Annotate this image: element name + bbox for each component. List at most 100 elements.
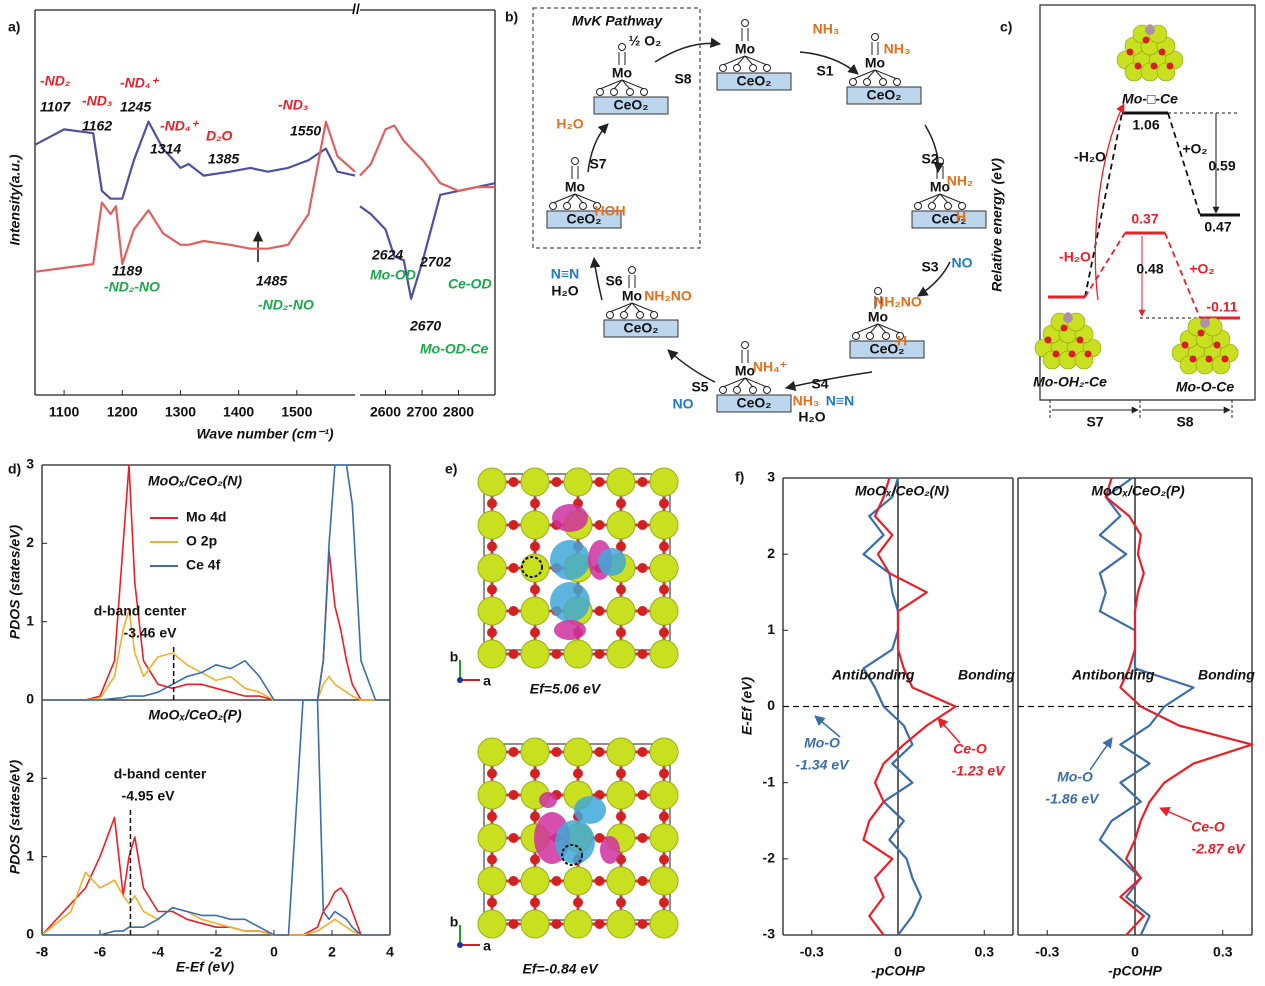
o-atom <box>637 919 648 929</box>
o-atom <box>1142 36 1150 44</box>
oxygen <box>852 332 860 340</box>
series-line <box>41 816 390 936</box>
vacancy-marker <box>561 844 583 866</box>
curved-arrow <box>1094 103 1125 301</box>
oxygen <box>749 64 757 72</box>
y-axis-label: PDOS (states/eV) <box>7 524 23 639</box>
annotation: 1107 <box>40 99 71 115</box>
bond <box>877 323 887 334</box>
slab-label: CeO₂ <box>736 395 771 411</box>
o-atom <box>530 897 540 908</box>
panel-label: f) <box>735 469 744 485</box>
bond <box>874 69 898 80</box>
oxygen <box>640 88 648 96</box>
oxygen <box>741 19 749 27</box>
oxygen <box>733 386 741 394</box>
oxygen <box>650 311 658 319</box>
ceo2-slab <box>593 96 669 115</box>
bond <box>939 193 949 204</box>
y-axis-label: Intensity(a.u.) <box>7 154 23 245</box>
o-atom <box>508 833 519 843</box>
o-atom <box>1060 324 1068 332</box>
annotation: 1314 <box>150 141 181 157</box>
species-label: H <box>897 333 907 349</box>
o-atom <box>1068 350 1076 358</box>
oxygen <box>596 88 604 96</box>
species-label: NH₃ <box>884 41 911 57</box>
panel-label: b) <box>505 9 518 25</box>
o-atom <box>659 854 669 865</box>
series-annotation: -1.86 eV <box>1046 791 1101 807</box>
y-tick-label: -3 <box>763 926 776 942</box>
series-annotation: -1.34 eV <box>796 757 851 773</box>
o-atom <box>1150 62 1158 70</box>
slab-label: CeO₂ <box>623 320 658 336</box>
species-label: H₂O <box>551 283 578 299</box>
bond <box>744 377 768 388</box>
annotation: Mo-OD-Ce <box>420 341 489 357</box>
ce-atom <box>649 553 679 583</box>
o-atom <box>1213 341 1221 349</box>
species-label: HOH <box>594 203 625 219</box>
o-atom <box>551 747 562 757</box>
oxygen <box>719 386 727 394</box>
x-tick-label: -2 <box>210 944 223 960</box>
oxygen <box>610 88 618 96</box>
series-line <box>34 120 356 200</box>
o-atom <box>1158 48 1166 56</box>
bond <box>877 323 901 334</box>
x-tick-label: 2600 <box>370 404 401 420</box>
annotation: -ND₂-NO <box>258 297 314 313</box>
annotation-arrow <box>1089 737 1113 771</box>
species-label: NH₃ <box>813 21 840 37</box>
o-atom <box>594 520 605 530</box>
x-tick-label: 1200 <box>107 404 138 420</box>
x-tick-label: -8 <box>36 944 49 960</box>
charge-density <box>574 796 606 824</box>
o-atom <box>1221 355 1229 363</box>
step-label: S1 <box>816 63 833 79</box>
o-atom <box>1134 62 1142 70</box>
energy-label: Mo-OH₂-Ce <box>1033 374 1107 390</box>
o-atom <box>616 584 626 595</box>
oxygen <box>763 64 771 72</box>
o-atom <box>594 477 605 487</box>
bond <box>722 377 746 388</box>
o-atom <box>594 919 605 929</box>
x-tick-label: 1400 <box>223 404 254 420</box>
ce-atom <box>606 737 636 767</box>
o-atom <box>1076 336 1084 344</box>
x-tick-label: -6 <box>94 944 107 960</box>
ce-atom <box>477 866 507 896</box>
bond <box>939 193 963 204</box>
annotation: 1550 <box>290 123 321 139</box>
ce-atom <box>520 639 550 669</box>
y-axis-label: Relative energy (eV) <box>989 158 1005 292</box>
reaction-arrow <box>667 349 716 383</box>
panel-e <box>457 467 679 948</box>
step-label: S7 <box>589 156 606 172</box>
o-atom <box>594 606 605 616</box>
x-tick-label: 2800 <box>443 404 474 420</box>
o-atom <box>659 584 669 595</box>
bond <box>744 377 754 388</box>
bond <box>599 79 623 90</box>
step-label: S4 <box>811 376 828 392</box>
ce-atom <box>520 866 550 896</box>
annotation: 1485 <box>256 273 287 289</box>
ce-atom <box>477 909 507 939</box>
mvk-box <box>532 7 701 249</box>
mo-atom <box>1200 318 1210 328</box>
annotation: -3.46 eV <box>124 625 178 641</box>
energy-label: -H₂O <box>1059 249 1091 265</box>
o-atom <box>616 498 626 509</box>
ce-atom <box>606 639 636 669</box>
bond <box>552 193 576 204</box>
axis-label: b <box>450 649 459 665</box>
o-atom <box>530 768 540 779</box>
oxygen <box>871 33 879 41</box>
charge-density <box>539 792 557 808</box>
chart-title: MoOₓ/CeO₂(P) <box>148 707 242 723</box>
o-atom <box>487 584 497 595</box>
